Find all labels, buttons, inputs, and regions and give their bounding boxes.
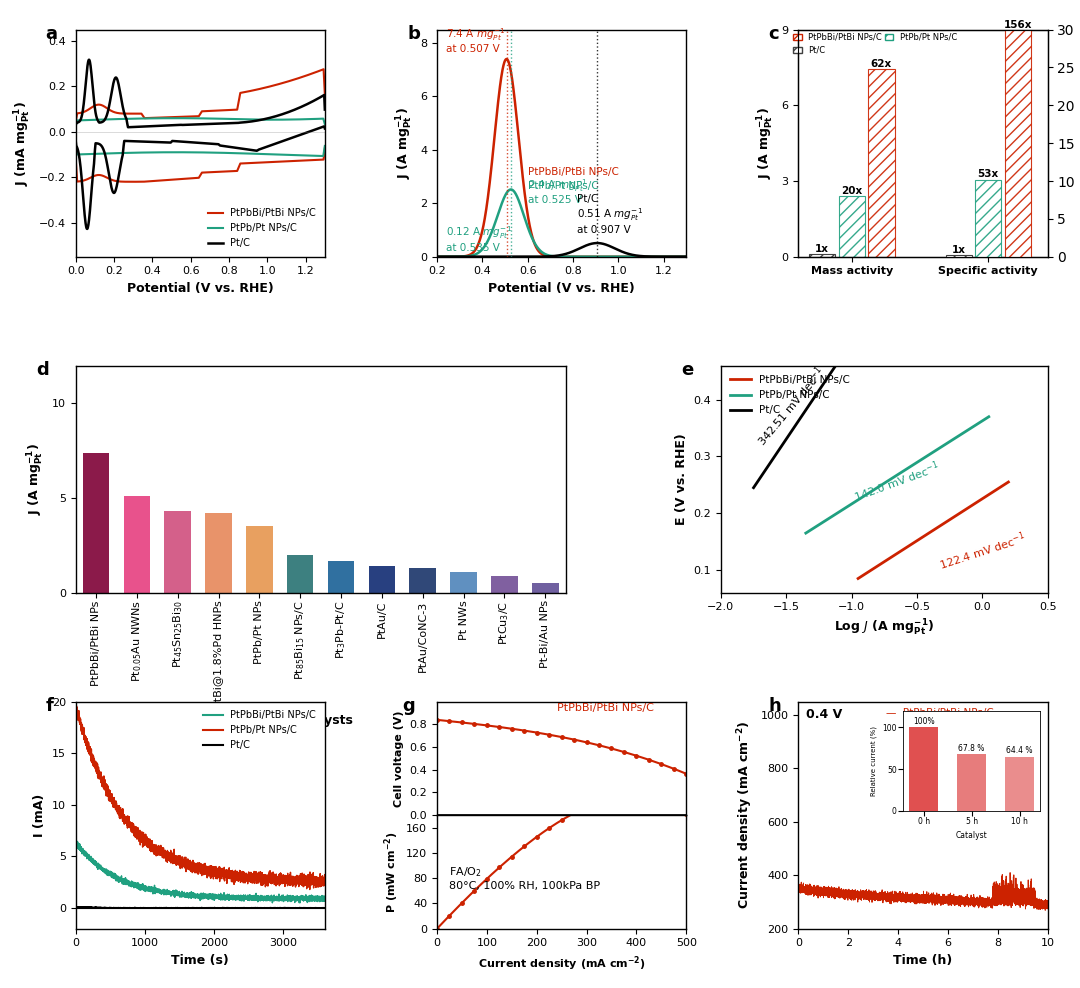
Y-axis label: I (mA): I (mA) [33,793,46,837]
Bar [450,572,477,593]
Bar [975,180,1001,257]
Bar [809,254,835,257]
Text: b: b [407,25,420,43]
Y-axis label: Current density (mA $\mathregular{cm^{-2}}$): Current density (mA $\mathregular{cm^{-2… [735,721,755,909]
Bar [1004,30,1031,257]
Text: 53x: 53x [977,169,999,180]
X-axis label: Current density (mA $\mathregular{cm^{-2}}$): Current density (mA $\mathregular{cm^{-2… [477,954,646,972]
Text: h: h [769,698,781,715]
X-axis label: Time (h): Time (h) [893,954,953,967]
Bar [287,555,313,593]
Bar [945,255,972,257]
Text: PtPb/Pt NPs/C: PtPb/Pt NPs/C [528,181,598,191]
Legend: PtPbBi/PtBi NPs/C, PtPb/Pt NPs/C, Pt/C: PtPbBi/PtBi NPs/C, PtPb/Pt NPs/C, Pt/C [199,706,320,754]
Text: 142.0 mV dec$^{-1}$: 142.0 mV dec$^{-1}$ [851,458,942,505]
Y-axis label: Cell voltage (V): Cell voltage (V) [394,710,404,806]
X-axis label: Log $J$ (A $\mathregular{mg_{Pt}^{-1}}$): Log $J$ (A $\mathregular{mg_{Pt}^{-1}}$) [834,618,934,638]
Bar [246,527,272,593]
Text: 122.4 mV dec$^{-1}$: 122.4 mV dec$^{-1}$ [936,530,1027,573]
Y-axis label: J (A $\mathregular{mg_{Pt}^{-1}}$): J (A $\mathregular{mg_{Pt}^{-1}}$) [26,444,46,515]
Legend: PtPbBi/PtBi NPs/C, PtPb/Pt NPs/C, Pt/C: PtPbBi/PtBi NPs/C, PtPb/Pt NPs/C, Pt/C [726,370,854,420]
Text: PtPbBi/PtBi NPs/C: PtPbBi/PtBi NPs/C [556,702,653,712]
Text: 156x: 156x [1003,20,1032,30]
Text: —  PtPbBi/PtBi NPs/C: — PtPbBi/PtBi NPs/C [886,708,994,718]
Bar [868,69,894,257]
Y-axis label: E (V vs. RHE): E (V vs. RHE) [675,434,688,525]
X-axis label: Potential (V vs. RHE): Potential (V vs. RHE) [488,282,635,295]
Text: g: g [402,698,415,715]
Text: PtPbBi/PtBi NPs/C: PtPbBi/PtBi NPs/C [528,167,619,177]
Bar [205,513,232,593]
Y-axis label: J (A $\mathregular{mg_{Pt}^{-1}}$): J (A $\mathregular{mg_{Pt}^{-1}}$) [756,107,775,179]
Text: 20x: 20x [841,186,863,197]
Y-axis label: J (A $\mathregular{mg_{Pt}^{-1}}$): J (A $\mathregular{mg_{Pt}^{-1}}$) [394,107,415,179]
Text: d: d [37,362,50,379]
Text: 342.51 mV dec$^{-1}$: 342.51 mV dec$^{-1}$ [754,364,828,449]
Text: 0.12 A $mg_{Pt}^{-1}$
at 0.535 V: 0.12 A $mg_{Pt}^{-1}$ at 0.535 V [446,224,512,253]
Bar [409,568,436,593]
Bar [164,512,191,593]
Text: 1x: 1x [815,244,829,254]
Bar [839,197,865,257]
Text: 62x: 62x [870,59,892,69]
Bar [328,560,354,593]
Text: 7.4 A $mg_{Pt}^{-1}$
at 0.507 V: 7.4 A $mg_{Pt}^{-1}$ at 0.507 V [446,26,505,54]
Text: c: c [769,25,779,43]
Text: e: e [681,362,694,379]
Text: Pt/C
0.51 A $mg_{Pt}^{-1}$
at 0.907 V: Pt/C 0.51 A $mg_{Pt}^{-1}$ at 0.907 V [578,194,644,234]
Legend: PtPbBi/PtBi NPs/C, Pt/C, PtPb/Pt NPs/C: PtPbBi/PtBi NPs/C, Pt/C, PtPb/Pt NPs/C [791,30,960,58]
Text: 0.4 V: 0.4 V [806,708,842,721]
X-axis label: Catalysts: Catalysts [288,713,353,726]
Y-axis label: P (mW $\mathregular{cm^{-2}}$): P (mW $\mathregular{cm^{-2}}$) [382,831,401,913]
Bar [123,496,150,593]
Text: FA/O$_2$
80°C, 100% RH, 100kPa BP: FA/O$_2$ 80°C, 100% RH, 100kPa BP [449,865,600,891]
Legend: PtPbBi/PtBi NPs/C, PtPb/Pt NPs/C, Pt/C: PtPbBi/PtBi NPs/C, PtPb/Pt NPs/C, Pt/C [204,205,320,252]
Bar [532,583,558,593]
Y-axis label: J (mA $\mathregular{mg_{Pt}^{-1}}$): J (mA $\mathregular{mg_{Pt}^{-1}}$) [13,101,33,186]
Bar [491,576,517,593]
Text: a: a [45,25,57,43]
Text: 1x: 1x [951,245,966,255]
Bar [83,453,109,593]
X-axis label: Potential (V vs. RHE): Potential (V vs. RHE) [126,282,273,295]
Text: 2.4 A $mg_{Pt}^{-1}$
at 0.525 V: 2.4 A $mg_{Pt}^{-1}$ at 0.525 V [528,177,588,206]
Bar [368,566,395,593]
X-axis label: Time (s): Time (s) [172,954,229,967]
Text: f: f [45,698,54,715]
